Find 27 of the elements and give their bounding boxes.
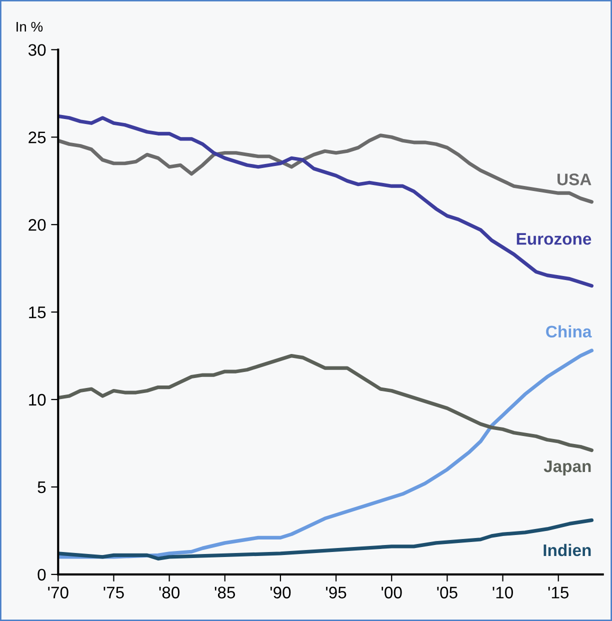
y-tick-label: 5 <box>38 482 46 494</box>
series-label: Indien <box>544 544 591 556</box>
y-tick-label: 20 <box>28 218 46 231</box>
line-series <box>58 518 594 560</box>
y-axis-title: In % <box>16 22 43 32</box>
line-series <box>58 354 594 452</box>
line-series <box>58 134 594 204</box>
x-tick-label: '05 <box>437 586 458 598</box>
series-label: Eurozone <box>516 233 592 245</box>
series-label: Japan <box>544 460 591 476</box>
x-tick-label: '90 <box>270 586 291 598</box>
series-label: China <box>546 325 592 338</box>
y-tick-label: 10 <box>29 394 46 406</box>
y-tick-label: 15 <box>29 306 46 318</box>
line-series <box>58 114 594 288</box>
x-tick-label: '75 <box>104 586 124 598</box>
x-tick-label: '00 <box>382 586 402 598</box>
x-tick-label: '85 <box>214 586 236 598</box>
x-tick-label: '70 <box>48 586 68 598</box>
series-label: USA <box>558 174 592 186</box>
y-tick-label: 30 <box>28 44 46 56</box>
x-tick-label: '95 <box>326 586 346 598</box>
y-tick-label: 0 <box>38 568 46 581</box>
y-tick-label: 25 <box>28 132 46 144</box>
x-tick-label: '15 <box>548 586 569 598</box>
x-tick-label: '10 <box>492 586 513 598</box>
x-tick-label: '80 <box>159 586 180 598</box>
